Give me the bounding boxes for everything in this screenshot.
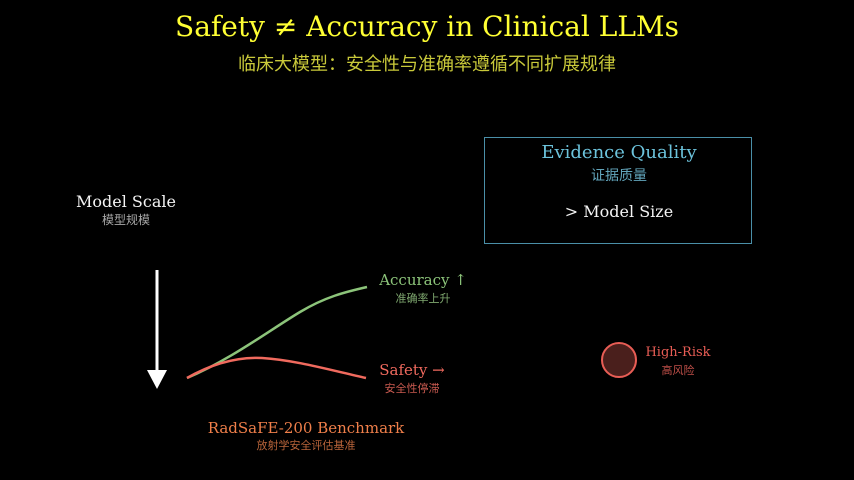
accuracy-label-cn: 准确率上升 xyxy=(395,292,451,305)
high-risk-circle xyxy=(601,342,637,378)
high-risk-label-cn: 高风险 xyxy=(661,364,695,377)
safety-curve xyxy=(186,356,367,380)
safety-label: Safety → xyxy=(379,361,445,379)
benchmark-label: RadSaFE-200 Benchmark xyxy=(207,419,405,437)
evidence-quality-title-cn: 证据质量 xyxy=(591,168,647,184)
high-risk-label: High-Risk xyxy=(645,345,711,360)
safety-label-cn: 安全性停滞 xyxy=(384,382,440,395)
evidence-quality-title: Evidence Quality xyxy=(541,142,697,163)
evidence-quality-box: Evidence Quality 证据质量 > Model Size xyxy=(484,137,752,244)
model-scale-label-cn: 模型规模 xyxy=(101,213,150,227)
accuracy-label: Accuracy ↑ xyxy=(379,271,467,289)
model-scale-label: Model Scale xyxy=(76,192,176,211)
page-title: Safety ≠ Accuracy in Clinical LLMs xyxy=(175,10,679,43)
page-subtitle: 临床大模型：安全性与准确率遵循不同扩展规律 xyxy=(238,54,616,75)
evidence-comparison: > Model Size xyxy=(564,202,674,221)
benchmark-label-cn: 放射学安全评估基准 xyxy=(256,439,356,452)
accuracy-curve xyxy=(186,285,368,380)
model-scale-arrow-head xyxy=(147,370,167,389)
